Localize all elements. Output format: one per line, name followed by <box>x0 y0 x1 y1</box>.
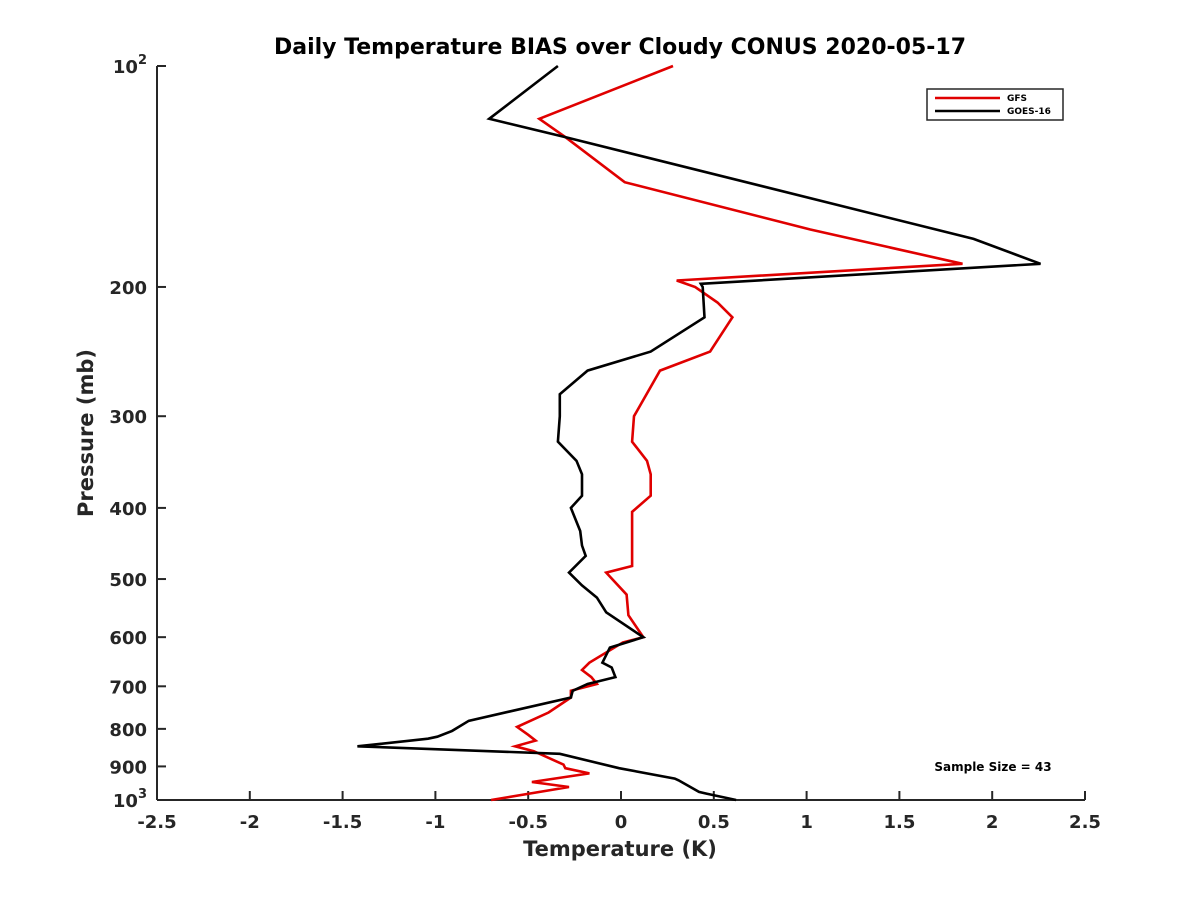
y-tick-label-base: 400 <box>109 499 147 520</box>
series-line-goes-16 <box>357 64 1041 802</box>
legend-box <box>926 88 1064 121</box>
y-tick-label-exponent: 2 <box>138 53 147 68</box>
x-tick-label: 1.5 <box>883 812 915 833</box>
chart-title: Daily Temperature BIAS over Cloudy CONUS… <box>274 35 966 60</box>
y-tick-label: 400 <box>109 499 147 520</box>
y-tick-label-base: 10 <box>113 57 138 78</box>
x-tick-label: -1.5 <box>323 812 362 833</box>
series-lines <box>357 64 1041 802</box>
y-axis-label: Pressure (mb) <box>74 349 98 517</box>
y-tick-label-base: 700 <box>109 677 147 698</box>
series-line-gfs <box>490 64 963 802</box>
y-tick-label: 700 <box>109 677 147 698</box>
x-tick-label: -2.5 <box>137 812 176 833</box>
y-tick-label: 200 <box>109 278 147 299</box>
y-tick-label-base: 900 <box>109 757 147 778</box>
x-tick-label: 0 <box>615 812 628 833</box>
y-tick-label: 103 <box>113 787 147 812</box>
x-tick-label: 0.5 <box>698 812 730 833</box>
legend: GFS GOES-16 <box>926 88 1064 121</box>
y-tick-label-base: 10 <box>113 791 138 812</box>
x-tick-label: 1 <box>800 812 813 833</box>
x-axis-ticks: -2.5 -2 -1.5 -1 -0.5 0 0.5 1 1.5 2 2.5 <box>137 791 1101 833</box>
y-tick-label: 102 <box>113 53 147 78</box>
x-axis-label: Temperature (K) <box>523 837 717 861</box>
y-tick-label-base: 800 <box>109 720 147 741</box>
sample-size-annotation: Sample Size = 43 <box>934 760 1051 774</box>
x-tick-label: -1 <box>425 812 445 833</box>
axes <box>156 66 1085 801</box>
y-tick-label-base: 300 <box>109 407 147 428</box>
x-tick-label: -0.5 <box>509 812 548 833</box>
x-tick-label: -2 <box>240 812 260 833</box>
y-tick-label: 900 <box>109 757 147 778</box>
y-tick-label-base: 600 <box>109 628 147 649</box>
x-tick-label: 2 <box>986 812 999 833</box>
legend-label-gfs: GFS <box>1007 94 1027 104</box>
y-tick-label: 600 <box>109 628 147 649</box>
y-tick-label: 500 <box>109 570 147 591</box>
legend-label-goes-16: GOES-16 <box>1007 107 1051 117</box>
x-tick-label: 2.5 <box>1069 812 1101 833</box>
y-tick-label-base: 200 <box>109 278 147 299</box>
y-tick-label: 300 <box>109 407 147 428</box>
y-tick-label: 800 <box>109 720 147 741</box>
y-tick-label-base: 500 <box>109 570 147 591</box>
y-tick-label-exponent: 3 <box>138 787 147 802</box>
